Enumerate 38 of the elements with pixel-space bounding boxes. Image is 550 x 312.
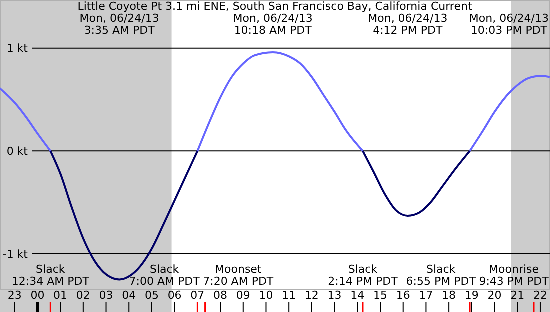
ref-line-label: Moonrise 9:43 PM PDT	[479, 263, 550, 288]
x-tick-label: 00	[30, 289, 45, 302]
x-tick-label: 02	[76, 289, 90, 302]
x-tick-label: 04	[122, 289, 136, 302]
x-tick-label: 15	[374, 289, 388, 302]
annotation: Mon, 06/24/13 10:03 PM PDT	[469, 12, 549, 37]
x-tick-label: 07	[190, 289, 205, 302]
x-tick-label: 05	[144, 289, 159, 302]
y-tick-label: -1 kt	[2, 248, 29, 261]
chart-title: Little Coyote Pt 3.1 mi ENE, South San Francisco Bay, California Current	[78, 0, 473, 13]
annotation: Mon, 06/24/13 10:18 AM PDT	[233, 12, 313, 37]
x-tick-label: 20	[488, 289, 502, 302]
x-tick-label: 03	[99, 289, 114, 302]
x-tick-label: 16	[396, 289, 410, 302]
x-tick-label: 09	[236, 289, 250, 302]
ref-line-label: Slack 6:55 PM PDT	[406, 263, 476, 288]
x-tick-label: 06	[168, 289, 182, 302]
x-tick-label: 11	[282, 289, 296, 302]
y-tick-label: 0 kt	[6, 145, 29, 158]
ref-line-label: Slack 2:14 PM PDT	[328, 263, 398, 288]
annotation: Mon, 06/24/13 3:35 AM PDT	[80, 12, 160, 37]
x-tick-label: 23	[8, 289, 22, 302]
ref-line-label: Slack 12:34 AM PDT	[12, 263, 90, 288]
x-tick-label: 22	[533, 289, 548, 302]
x-tick-label: 08	[214, 289, 228, 302]
x-tick-label: 19	[464, 289, 479, 302]
ref-line-label: Slack 7:00 AM PDT	[129, 263, 200, 288]
x-tick-label: 21	[510, 289, 525, 302]
x-tick-label: 12	[304, 289, 319, 302]
x-tick-label: 13	[328, 289, 342, 302]
x-tick-label: 01	[54, 289, 68, 302]
x-tick-label: 10	[259, 289, 274, 302]
x-tick-label: 18	[442, 289, 456, 302]
y-tick-label: 1 kt	[6, 42, 29, 56]
ref-line-label: Moonset 7:20 AM PDT	[203, 263, 274, 288]
annotation: Mon, 06/24/13 4:12 PM PDT	[368, 12, 448, 37]
x-tick-label: 17	[419, 289, 434, 302]
x-tick-label: 14	[350, 289, 365, 302]
